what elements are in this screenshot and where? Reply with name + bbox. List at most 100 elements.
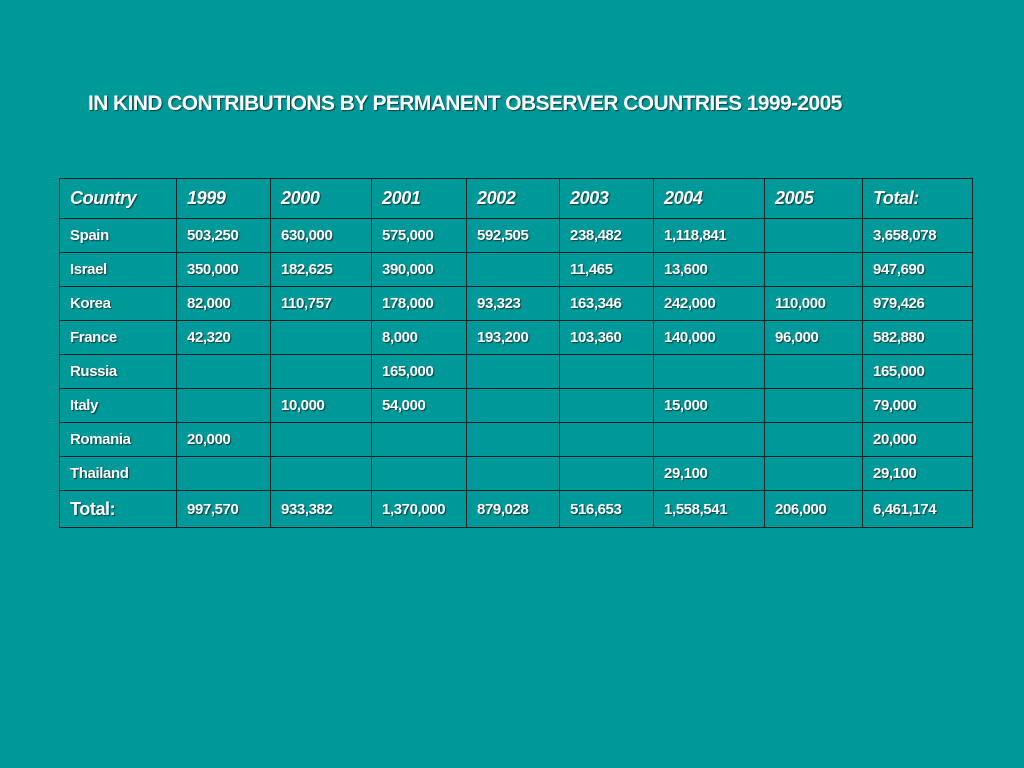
table-cell: 575,000: [371, 218, 467, 253]
table-cell: 178,000: [371, 286, 467, 321]
table-cell: [559, 422, 654, 457]
grand-total-cell: 6,461,174: [862, 490, 973, 528]
table-cell: [466, 388, 560, 423]
table-cell: 10,000: [270, 388, 372, 423]
total-cell: 516,653: [559, 490, 654, 528]
table-cell: 503,250: [176, 218, 271, 253]
table-cell: [371, 422, 467, 457]
header-cell-2001: 2001: [371, 178, 467, 219]
table-cell: 20,000: [176, 422, 271, 457]
total-cell: 1,370,000: [371, 490, 467, 528]
table-row: Romania 20,000 20,000: [59, 422, 973, 457]
table-cell-total: 20,000: [862, 422, 973, 457]
table-cell: 110,757: [270, 286, 372, 321]
slide-title: IN KIND CONTRIBUTIONS BY PERMANENT OBSER…: [88, 92, 842, 115]
table-cell: 182,625: [270, 252, 372, 287]
table-cell: [466, 252, 560, 287]
table-row: Spain 503,250 630,000 575,000 592,505 23…: [59, 218, 973, 253]
table-cell: 42,320: [176, 320, 271, 355]
table-cell: 29,100: [653, 456, 765, 491]
table-cell: [764, 456, 863, 491]
row-label-italy: Italy: [59, 388, 177, 423]
table-cell-total: 582,880: [862, 320, 973, 355]
table-cell: 54,000: [371, 388, 467, 423]
table-cell: 165,000: [371, 354, 467, 389]
row-label-russia: Russia: [59, 354, 177, 389]
table-cell-total: 165,000: [862, 354, 973, 389]
table-cell: [176, 388, 271, 423]
table-cell-total: 79,000: [862, 388, 973, 423]
table-row: France 42,320 8,000 193,200 103,360 140,…: [59, 320, 973, 355]
table-cell: 13,600: [653, 252, 765, 287]
row-label-thailand: Thailand: [59, 456, 177, 491]
row-label-total: Total:: [59, 490, 177, 528]
row-label-spain: Spain: [59, 218, 177, 253]
header-cell-2005: 2005: [764, 178, 863, 219]
table-cell: [270, 422, 372, 457]
table-cell: 1,118,841: [653, 218, 765, 253]
table-row: Italy 10,000 54,000 15,000 79,000: [59, 388, 973, 423]
table-cell: [270, 354, 372, 389]
total-cell: 997,570: [176, 490, 271, 528]
table-cell: [764, 388, 863, 423]
table-cell-total: 29,100: [862, 456, 973, 491]
total-cell: 1,558,541: [653, 490, 765, 528]
table-cell: 242,000: [653, 286, 765, 321]
total-row: Total: 997,570 933,382 1,370,000 879,028…: [59, 490, 973, 528]
table-row: Russia 165,000 165,000: [59, 354, 973, 389]
table-cell-total: 3,658,078: [862, 218, 973, 253]
table-cell-total: 979,426: [862, 286, 973, 321]
header-cell-total: Total:: [862, 178, 973, 219]
table-cell: 103,360: [559, 320, 654, 355]
table-cell: [559, 354, 654, 389]
table-cell: [270, 320, 372, 355]
table-cell: [559, 456, 654, 491]
table-cell: [270, 456, 372, 491]
table-row: Thailand 29,100 29,100: [59, 456, 973, 491]
table-cell: 390,000: [371, 252, 467, 287]
header-cell-2000: 2000: [270, 178, 372, 219]
total-cell: 933,382: [270, 490, 372, 528]
header-row: Country 1999 2000 2001 2002 2003 2004 20…: [59, 178, 973, 219]
table-cell: [653, 422, 765, 457]
table-cell: [466, 354, 560, 389]
table-cell: 93,323: [466, 286, 560, 321]
row-label-romania: Romania: [59, 422, 177, 457]
table-cell: [466, 422, 560, 457]
table-cell: 350,000: [176, 252, 271, 287]
total-cell: 879,028: [466, 490, 560, 528]
header-cell-2004: 2004: [653, 178, 765, 219]
table-cell: 630,000: [270, 218, 372, 253]
contributions-table: Country 1999 2000 2001 2002 2003 2004 20…: [59, 178, 973, 528]
table-cell: [176, 456, 271, 491]
table-cell: [466, 456, 560, 491]
header-cell-2003: 2003: [559, 178, 654, 219]
table-cell: [653, 354, 765, 389]
table-cell: 82,000: [176, 286, 271, 321]
table-cell: 110,000: [764, 286, 863, 321]
table-cell: 140,000: [653, 320, 765, 355]
total-cell: 206,000: [764, 490, 863, 528]
row-label-korea: Korea: [59, 286, 177, 321]
table-cell: [764, 252, 863, 287]
table-cell: 11,465: [559, 252, 654, 287]
row-label-israel: Israel: [59, 252, 177, 287]
table-cell-total: 947,690: [862, 252, 973, 287]
table-cell: [176, 354, 271, 389]
table-cell: 592,505: [466, 218, 560, 253]
table-row: Korea 82,000 110,757 178,000 93,323 163,…: [59, 286, 973, 321]
header-cell-2002: 2002: [466, 178, 560, 219]
table-cell: 15,000: [653, 388, 765, 423]
table-cell: [559, 388, 654, 423]
table-cell: [371, 456, 467, 491]
row-label-france: France: [59, 320, 177, 355]
table-cell: [764, 218, 863, 253]
table-cell: 193,200: [466, 320, 560, 355]
table-cell: 238,482: [559, 218, 654, 253]
table-cell: [764, 422, 863, 457]
table-row: Israel 350,000 182,625 390,000 11,465 13…: [59, 252, 973, 287]
table-cell: 8,000: [371, 320, 467, 355]
header-cell-country: Country: [59, 178, 177, 219]
header-cell-1999: 1999: [176, 178, 271, 219]
table-cell: 96,000: [764, 320, 863, 355]
